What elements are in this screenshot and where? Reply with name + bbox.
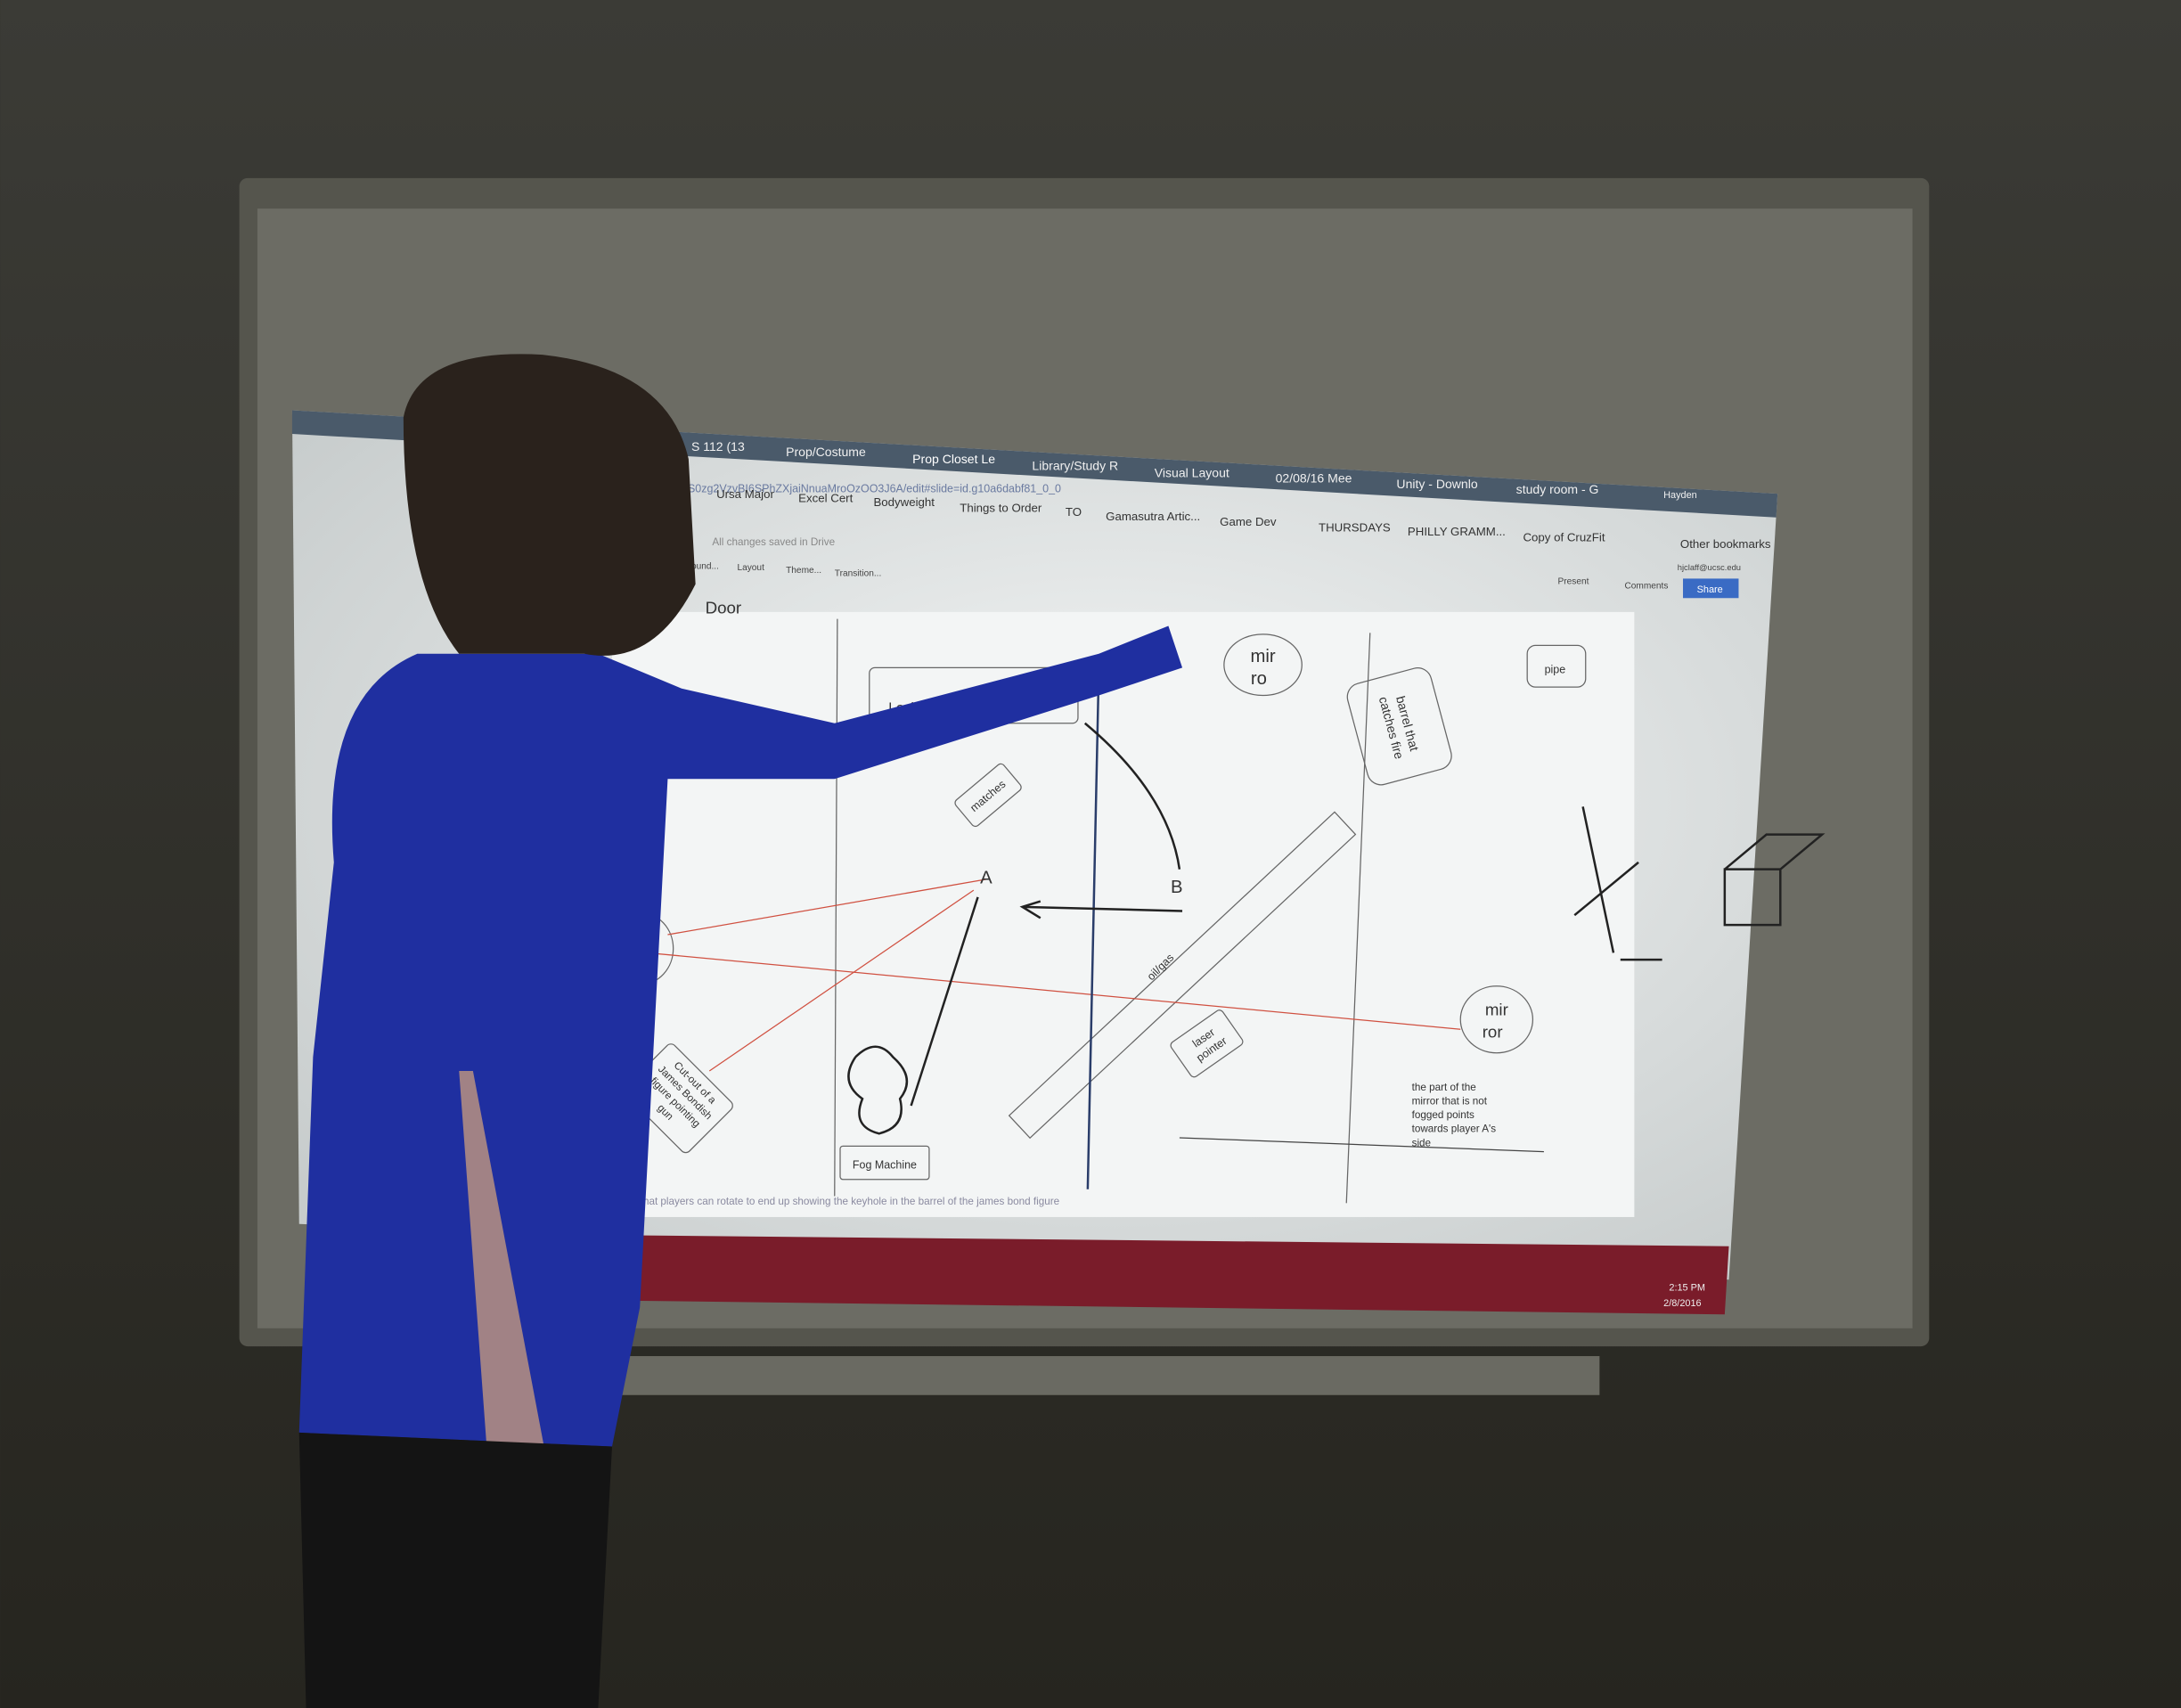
clock-date: 2/8/2016 [1663,1298,1701,1309]
slide-label: mir [1250,647,1275,666]
slide-label: ro [1251,669,1267,689]
slide-label: Door [706,598,742,617]
share-button[interactable]: Share [1697,584,1723,595]
slide-note: side [1412,1137,1431,1148]
fog-shape [839,1145,930,1181]
user-name: Hayden [1663,490,1697,501]
menu-item[interactable]: ound... [691,561,719,571]
shirt [298,625,1183,1447]
drawn-arc [1083,722,1181,870]
tab[interactable]: Prop Closet Le [912,452,995,466]
tab[interactable]: Prop/Costume [786,445,866,459]
divider [1345,633,1371,1204]
bookmark[interactable]: Ursa Major [716,487,774,501]
menu-item[interactable]: Layout [737,563,764,573]
tab[interactable]: 02/08/16 Mee [1276,471,1352,486]
drawn-arrow [910,896,979,1107]
laser-shape [1170,1009,1244,1078]
slide-note: mirror that is not [1412,1095,1488,1107]
bookmark[interactable]: PHILLY GRAMM... [1408,525,1506,538]
bookmark[interactable]: THURSDAYS [1319,520,1391,534]
person [298,354,1183,1708]
bookmark[interactable]: Game Dev [1220,515,1277,528]
slide-label: Fog Machine [853,1158,917,1171]
save-status: All changes saved in Drive [712,536,835,548]
bookmark[interactable]: Copy of CruzFit [1523,530,1605,543]
mirror-shape [1459,985,1534,1054]
slide-note: the part of the [1412,1082,1476,1093]
slide-label: B [1171,878,1183,897]
tab[interactable]: Visual Layout [1155,465,1229,479]
bookmark[interactable]: TO [1066,505,1082,519]
bookmark[interactable]: Excel Cert [798,492,853,505]
drawn-line [1086,667,1100,1189]
matches-shape [954,763,1022,828]
note-arrow [1179,1137,1544,1153]
bookmark[interactable]: Things to Order [960,501,1042,514]
oil-shape [1008,811,1357,1140]
bookmark[interactable]: Gamasutra Artic... [1106,510,1200,523]
menu-item[interactable]: Theme... [786,566,821,576]
barrel-shape [1346,667,1452,786]
laser-line [708,889,975,1072]
slide-note: fogged points [1412,1109,1474,1121]
slide-label: A [980,868,992,887]
head [403,354,696,656]
tab[interactable]: study room - G [1516,482,1599,496]
tab[interactable]: Library/Study R [1032,459,1118,473]
laser-line [646,952,1461,1030]
pen-tray [584,1356,1600,1395]
drawn-arrow [1019,900,1183,919]
account: hjclaff@ucsc.edu [1678,563,1741,572]
slide-label: ror [1483,1023,1503,1042]
present-button[interactable]: Present [1558,577,1589,587]
mirror-shape [1223,633,1303,697]
divider [834,618,838,1197]
pipe-shape [1526,644,1587,688]
menu-item[interactable]: Transition... [835,568,882,578]
clock-time: 2:15 PM [1669,1283,1705,1294]
drawn-box [1723,833,1826,927]
drawn-cross [1573,806,1662,961]
slide-label: mir [1485,1001,1508,1019]
slide-label: pipe [1545,664,1566,676]
bookmark[interactable]: Other bookmarks [1680,537,1771,551]
url[interactable]: 0S0zg2VzvBI6SPhZXjaiNnuaMroOzOO3J6A/edit… [682,483,1061,495]
slide-note: towards player A's [1412,1124,1497,1135]
comments-button[interactable]: Comments [1624,581,1668,591]
drawn-cloud [847,1045,909,1135]
tab[interactable]: S 112 (13 [691,439,745,454]
speaker-notes: rs that players can rotate to end up sho… [629,1196,1059,1207]
tab[interactable]: Unity - Downlo [1396,477,1477,491]
bookmark[interactable]: Bodyweight [873,495,935,509]
legs [298,1432,612,1708]
laser-line [667,878,988,936]
share-button-bg [1683,578,1739,599]
taskbar [611,1235,1729,1315]
